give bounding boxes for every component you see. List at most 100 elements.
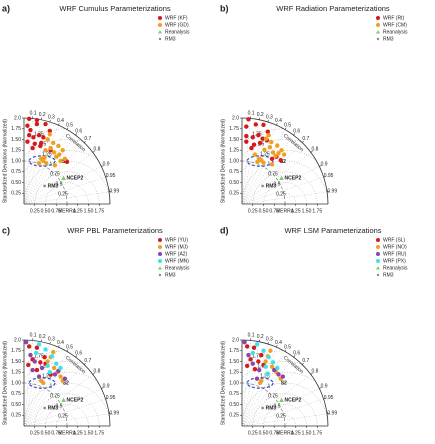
legend-marker bbox=[376, 266, 380, 270]
corr-label: 0.2 bbox=[257, 334, 264, 340]
point-label: NCEP2 bbox=[67, 176, 84, 182]
point bbox=[45, 359, 50, 364]
corr-label: 0.5 bbox=[66, 122, 73, 128]
point bbox=[269, 162, 275, 167]
corr-ray bbox=[23, 364, 85, 427]
corr-label: 0.2 bbox=[257, 112, 264, 118]
corr-ray bbox=[23, 347, 59, 427]
y-tick-label: 0.75 bbox=[229, 169, 239, 175]
point bbox=[269, 139, 274, 145]
highlight-ellipse bbox=[246, 377, 274, 389]
point bbox=[261, 184, 264, 188]
x-tick-label: MERRA bbox=[58, 208, 77, 214]
corr-ray bbox=[23, 398, 106, 427]
corr-label: 0.2 bbox=[39, 334, 46, 340]
chart-title: WRF Cumulus Parameterizations bbox=[59, 4, 171, 13]
point bbox=[48, 145, 53, 151]
y-axis-label: Standardized Deviations (Normalized) bbox=[2, 119, 8, 204]
legend-marker bbox=[158, 30, 162, 34]
point bbox=[47, 128, 52, 134]
point bbox=[257, 367, 262, 373]
corr-ray bbox=[23, 341, 42, 427]
corr-label: 0.3 bbox=[266, 114, 273, 120]
x-tick-label: 1.25 bbox=[73, 208, 83, 214]
point bbox=[278, 157, 283, 163]
point bbox=[242, 339, 247, 345]
point bbox=[266, 355, 271, 360]
point bbox=[43, 184, 46, 188]
point bbox=[34, 367, 40, 373]
point bbox=[25, 139, 30, 144]
point bbox=[51, 365, 57, 371]
point bbox=[61, 397, 66, 402]
reference-arc bbox=[23, 160, 68, 205]
legend-label: WRF (RU) bbox=[383, 251, 407, 257]
point bbox=[38, 143, 43, 149]
corr-ray bbox=[241, 142, 303, 205]
annotation: S2 bbox=[280, 159, 286, 165]
y-tick-label: 2.0 bbox=[232, 115, 239, 121]
point bbox=[42, 155, 47, 160]
panel: b) WRF Radiation Parameterizations0.250.5… bbox=[220, 3, 408, 214]
point bbox=[275, 143, 280, 148]
corr-label: 0.6 bbox=[293, 128, 300, 134]
corr-label: 0.8 bbox=[311, 369, 318, 375]
point bbox=[26, 133, 32, 138]
point bbox=[257, 140, 263, 146]
legend-label: Reanalysis bbox=[165, 265, 190, 271]
rms-label: 1.5 bbox=[257, 364, 264, 370]
point bbox=[52, 372, 58, 377]
y-tick-label: 0.25 bbox=[229, 191, 239, 197]
x-tick-label: 1.75 bbox=[94, 430, 104, 436]
outer-arc bbox=[23, 339, 111, 427]
y-tick-label: 1.50 bbox=[229, 359, 239, 365]
panel: c) WRF PBL Parameterizations0.250.50.7511… bbox=[2, 225, 190, 436]
corr-ray bbox=[241, 121, 268, 205]
corr-label: 0.7 bbox=[302, 358, 309, 364]
x-tick-label: 0.25 bbox=[30, 430, 40, 436]
point-label: RM3 bbox=[266, 183, 277, 189]
corr-ray bbox=[241, 398, 324, 427]
point bbox=[276, 372, 281, 377]
legend-label: WRF (Rt) bbox=[383, 15, 404, 21]
y-tick-label: 2.0 bbox=[14, 115, 21, 121]
corr-label: 0.4 bbox=[57, 340, 64, 346]
legend-marker bbox=[376, 259, 380, 263]
point bbox=[244, 363, 250, 368]
point bbox=[25, 123, 30, 128]
point bbox=[47, 132, 52, 137]
point bbox=[23, 339, 29, 345]
point bbox=[45, 363, 50, 368]
x-tick-label: 0.25 bbox=[30, 208, 40, 214]
corr-label: 0.2 bbox=[39, 112, 46, 118]
reference-arc bbox=[23, 382, 68, 427]
legend-marker bbox=[158, 23, 162, 27]
corr-ray bbox=[241, 388, 320, 427]
point bbox=[39, 156, 44, 162]
corr-ray bbox=[241, 176, 324, 205]
panel-label: a) bbox=[2, 3, 10, 13]
annotation: S2 bbox=[63, 380, 69, 386]
point bbox=[273, 153, 278, 159]
point bbox=[58, 365, 63, 371]
point bbox=[30, 367, 35, 373]
y-tick-label: 1.75 bbox=[11, 348, 21, 354]
point bbox=[26, 116, 32, 122]
legend-label: WRF (GD) bbox=[165, 22, 189, 28]
point bbox=[39, 365, 45, 371]
point bbox=[28, 127, 33, 133]
point bbox=[279, 397, 284, 402]
point bbox=[260, 136, 265, 141]
y-tick-label: 0.50 bbox=[11, 402, 21, 408]
corr-label: 0.3 bbox=[48, 336, 55, 342]
highlight-ellipse bbox=[246, 155, 274, 167]
y-tick-label: 1.50 bbox=[11, 359, 21, 365]
legend-label: Reanalysis bbox=[165, 29, 190, 35]
y-tick-label: 0.25 bbox=[11, 191, 21, 197]
point bbox=[262, 147, 267, 153]
legend-marker bbox=[376, 37, 380, 41]
point bbox=[246, 352, 251, 358]
legend-label: WRF (MJ) bbox=[165, 244, 188, 250]
point bbox=[52, 163, 58, 168]
corr-ray bbox=[23, 135, 76, 205]
